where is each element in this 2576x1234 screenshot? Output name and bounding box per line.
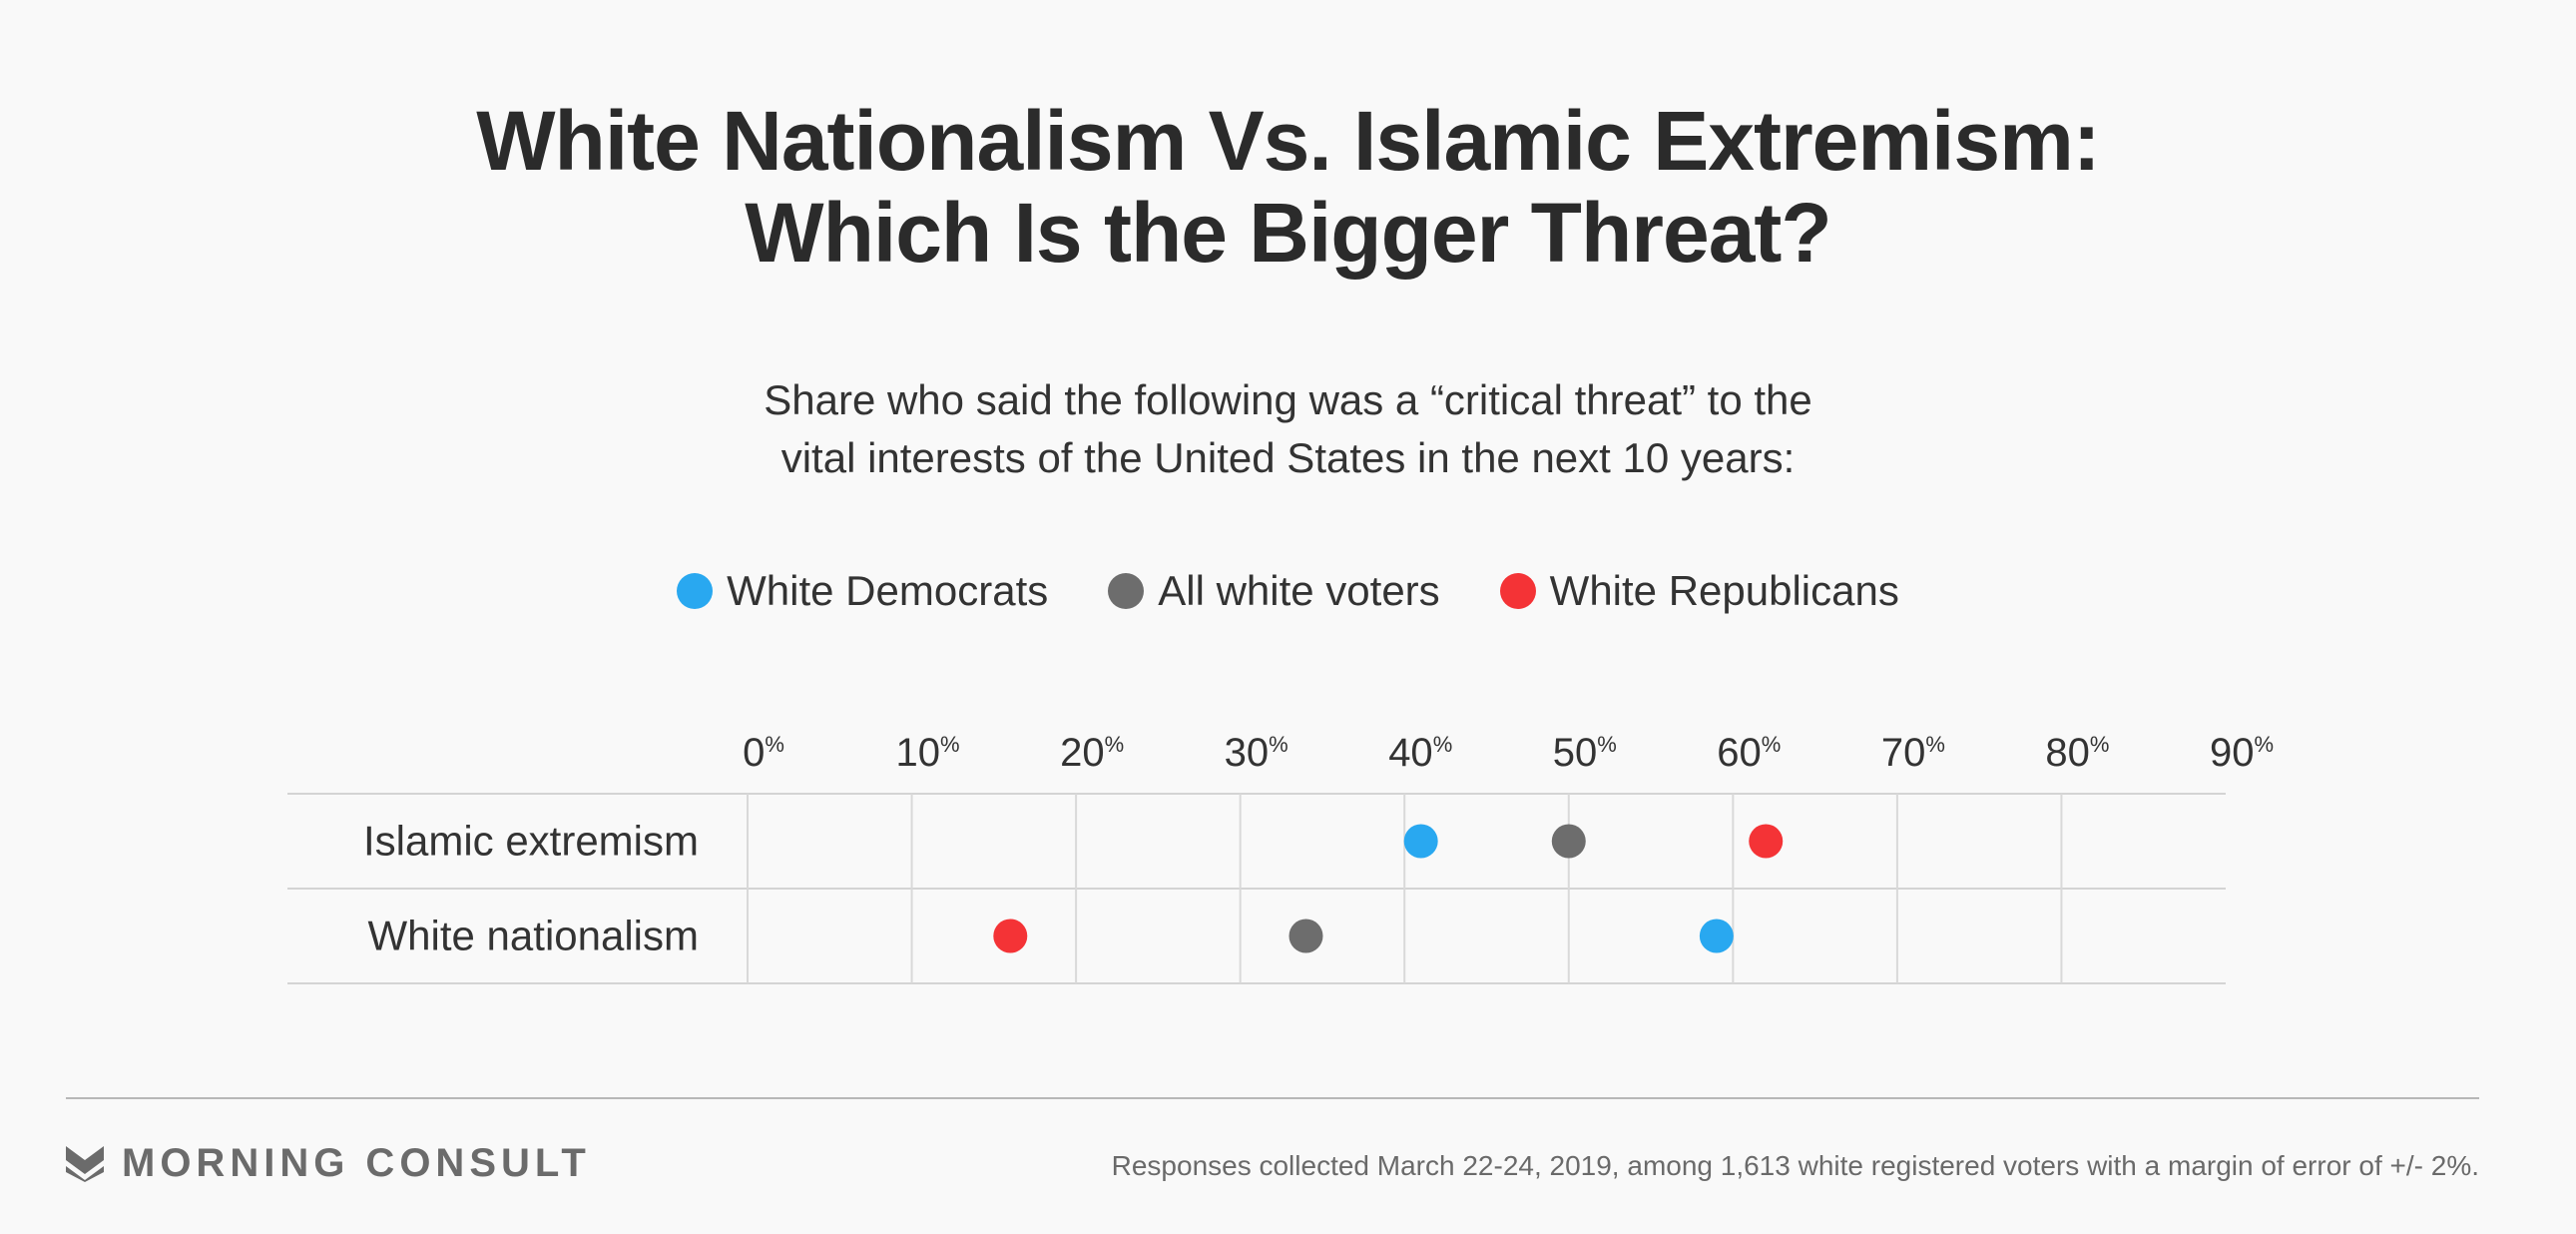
x-tick-label: 80%	[2045, 731, 2109, 775]
legend-swatch-white-republicans	[1499, 573, 1536, 609]
chart-title-line-2: Which Is the Bigger Threat?	[745, 186, 1831, 280]
data-point	[1288, 919, 1323, 953]
x-tick-label: 60%	[1717, 731, 1781, 775]
x-tick-label: 70%	[1881, 731, 1945, 775]
logo-wordmark: MORNING CONSULT	[122, 1141, 591, 1185]
source-note: Responses collected March 22-24, 2019, a…	[1111, 1150, 2479, 1181]
legend-item-all-white-voters: All white voters	[1108, 567, 1440, 615]
footer-divider	[66, 1097, 2479, 1099]
data-point	[993, 919, 1028, 953]
chart-legend: White Democrats All white voters White R…	[0, 567, 2576, 615]
data-point	[1551, 824, 1586, 859]
legend-item-white-democrats: White Democrats	[677, 567, 1048, 615]
category-label: Islamic extremism	[363, 818, 699, 865]
chart-title-line-1: White Nationalism Vs. Islamic Extremism:	[476, 94, 2101, 188]
chart-subtitle-line-2: vital interests of the United States in …	[780, 434, 1796, 481]
legend-swatch-white-democrats	[677, 573, 714, 609]
chart-subtitle: Share who said the following was a “crit…	[0, 371, 2576, 487]
chart-subtitle-line-1: Share who said the following was a “crit…	[764, 376, 1812, 423]
legend-label-white-republicans: White Republicans	[1549, 567, 1899, 614]
data-point	[1403, 824, 1438, 859]
category-label: White nationalism	[368, 913, 699, 959]
x-tick-label: 30%	[1225, 731, 1288, 775]
x-tick-label: 20%	[1060, 731, 1124, 775]
data-point	[1699, 919, 1734, 953]
data-point	[1749, 824, 1784, 859]
legend-item-white-republicans: White Republicans	[1499, 567, 1899, 615]
x-tick-label: 50%	[1553, 731, 1617, 775]
dot-plot-chart: 0% 10% 20% 30% 40% 50% 60% 70% 80% 90% Islamic ext…	[287, 731, 2274, 984]
x-tick-label: 0%	[743, 731, 784, 775]
legend-label-white-democrats: White Democrats	[727, 567, 1049, 614]
x-tick-label: 90%	[2210, 731, 2274, 775]
legend-swatch-all-white-voters	[1108, 573, 1145, 609]
morning-consult-logo: MORNING CONSULT	[66, 1141, 591, 1186]
chart-title: White Nationalism Vs. Islamic Extremism:…	[0, 95, 2576, 279]
x-tick-label: 10%	[896, 731, 960, 775]
morning-consult-logo-icon	[66, 1145, 104, 1182]
x-tick-label: 40%	[1388, 731, 1452, 775]
legend-label-all-white-voters: All white voters	[1158, 567, 1440, 614]
